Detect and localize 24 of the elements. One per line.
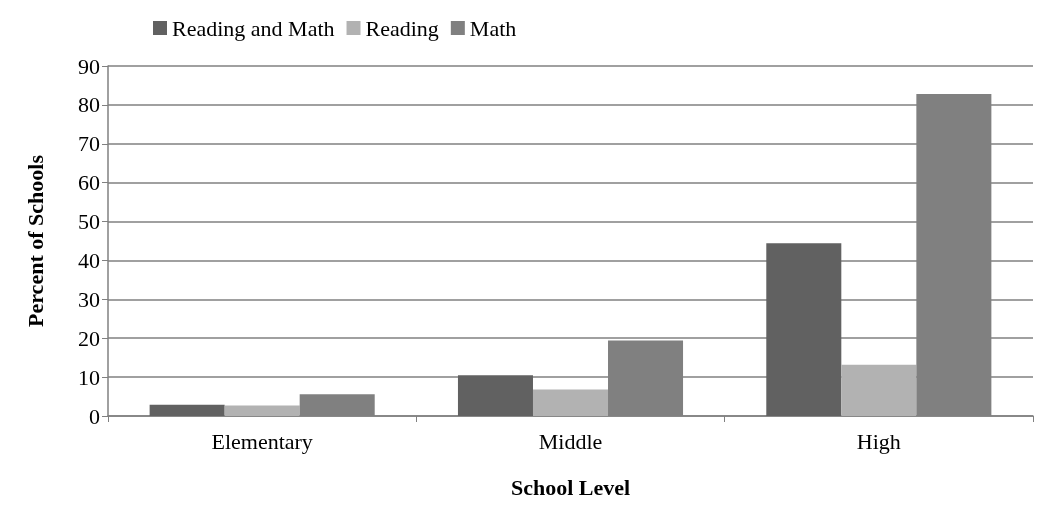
- bar: [532, 389, 609, 416]
- bar: [149, 404, 225, 416]
- y-tick-label: 50: [78, 209, 100, 235]
- x-tick-label: Elementary: [211, 428, 313, 454]
- bar: [457, 375, 533, 416]
- x-axis-title: School Level: [510, 474, 631, 500]
- y-tick-label: 60: [78, 170, 100, 196]
- y-tick-label: 20: [78, 325, 100, 351]
- bar: [224, 405, 300, 416]
- y-tick-label: 30: [78, 286, 100, 312]
- y-tick-label: 0: [89, 403, 100, 429]
- y-tick-label: 40: [78, 247, 100, 273]
- bar: [841, 364, 917, 416]
- y-tick-label: 10: [78, 364, 100, 390]
- x-tick-label: High: [856, 428, 901, 454]
- legend-label: Reading: [365, 15, 439, 41]
- y-tick-label: 80: [78, 92, 100, 118]
- legend-label: Reading and Math: [172, 15, 335, 41]
- y-axis-title: Percent of Schools: [22, 154, 48, 327]
- y-tick-label: 70: [78, 131, 100, 157]
- x-tick-label: Middle: [538, 428, 603, 454]
- bar: [766, 243, 842, 416]
- legend-label: Math: [469, 15, 517, 41]
- y-tick-label: 90: [78, 53, 100, 79]
